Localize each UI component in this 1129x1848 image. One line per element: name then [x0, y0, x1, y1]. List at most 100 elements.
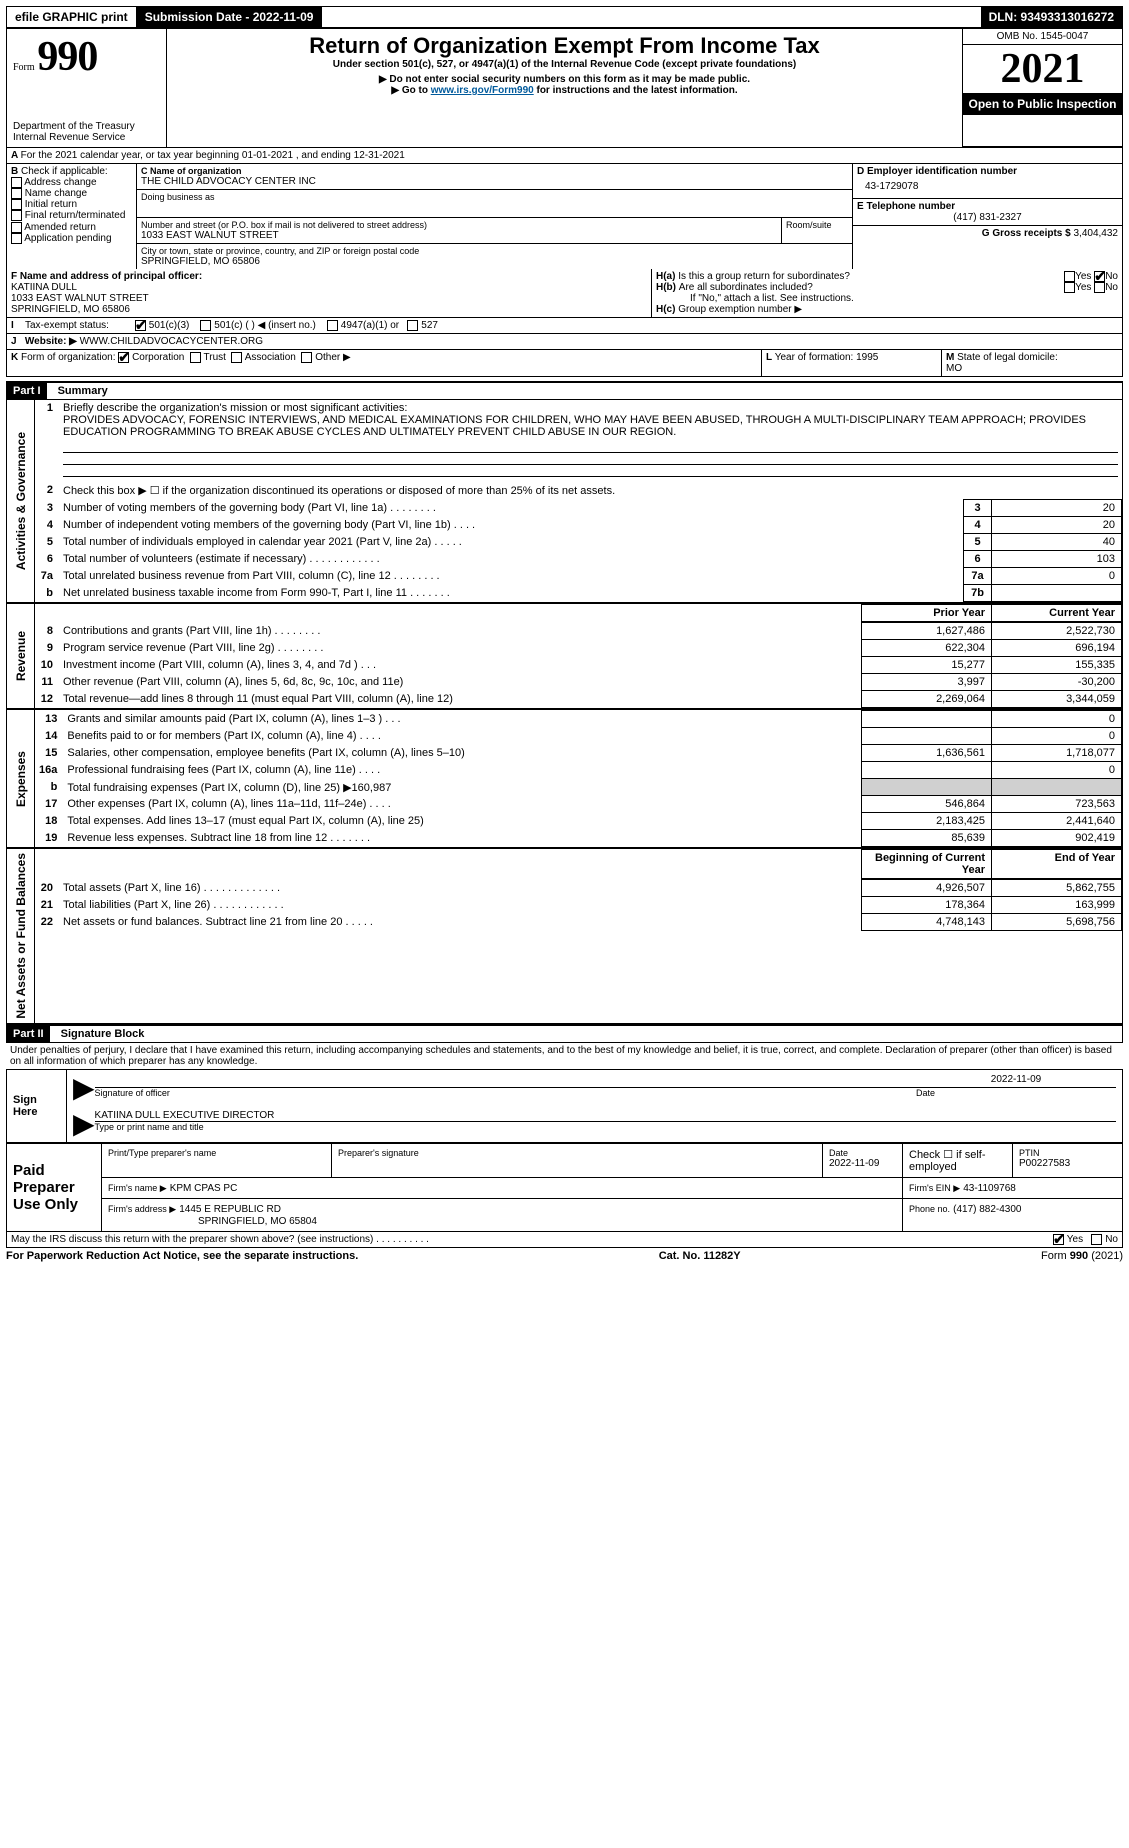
k-opt-2: Association: [245, 353, 296, 364]
mission-text: PROVIDES ADVOCACY, FORENSIC INTERVIEWS, …: [63, 414, 1086, 438]
k-opt-0: Corporation: [132, 353, 184, 364]
chk-discuss-no[interactable]: [1091, 1234, 1102, 1245]
sig-officer-label: Signature of officer: [95, 1088, 916, 1098]
gross-receipts: 3,404,432: [1074, 228, 1119, 239]
net-lines: 20Total assets (Part X, line 16) . . . .…: [35, 879, 1122, 931]
c-name-label: C Name of organization: [141, 166, 848, 176]
section-l: L Year of formation: 1995: [762, 350, 942, 376]
form-title: Return of Organization Exempt From Incom…: [173, 33, 956, 59]
typed-label: Type or print name and title: [95, 1122, 1116, 1132]
e-label: E Telephone number: [857, 201, 1118, 212]
chk-501c[interactable]: [200, 320, 211, 331]
chk-ha-no[interactable]: [1094, 271, 1105, 282]
efile-spacer: [322, 7, 980, 27]
omb-number: OMB No. 1545-0047: [963, 29, 1122, 45]
tax-year-range: For the 2021 calendar year, or tax year …: [21, 150, 405, 161]
tax-year: 2021: [963, 45, 1122, 93]
form-header: Form 990 Department of the Treasury Inte…: [6, 28, 1123, 148]
part2-title: Signature Block: [53, 1028, 145, 1040]
table-row: 3Number of voting members of the governi…: [35, 500, 1122, 517]
table-row: 5Total number of individuals employed in…: [35, 534, 1122, 551]
form-number: 990: [37, 34, 97, 80]
yes-3: Yes: [1067, 1234, 1083, 1245]
sign-here-label: Sign Here: [7, 1070, 67, 1143]
chk-trust[interactable]: [190, 352, 201, 363]
arrow-icon-2: ▶: [73, 1110, 95, 1138]
officer-street: 1033 EAST WALNUT STREET: [11, 293, 149, 304]
chk-amended[interactable]: [11, 222, 22, 233]
section-f: F Name and address of principal officer:…: [7, 269, 652, 317]
section-i: I Tax-exempt status: 501(c)(3) 501(c) ( …: [6, 318, 1123, 334]
netassets-table: Beginning of Current Year End of Year: [35, 849, 1122, 879]
note-ssn: Do not enter social security numbers on …: [389, 74, 750, 85]
chk-initial-return[interactable]: [11, 199, 22, 210]
paid-preparer-label: Paid Preparer Use Only: [7, 1144, 102, 1232]
i-opt-3: 527: [421, 320, 438, 331]
chk-4947[interactable]: [327, 320, 338, 331]
sidebar-governance: Activities & Governance: [12, 428, 30, 574]
table-row: 7aTotal unrelated business revenue from …: [35, 568, 1122, 585]
dept-treasury: Department of the Treasury: [13, 121, 160, 132]
cat-no: Cat. No. 11282Y: [659, 1250, 741, 1262]
chk-assoc[interactable]: [231, 352, 242, 363]
website-value[interactable]: WWW.CHILDADVOCACYCENTER.ORG: [80, 336, 263, 347]
b-opt-4: Amended return: [24, 222, 96, 233]
revenue-table: Prior Year Current Year: [35, 604, 1122, 622]
chk-discuss-yes[interactable]: [1053, 1234, 1064, 1245]
page-footer: For Paperwork Reduction Act Notice, see …: [6, 1248, 1123, 1262]
prep-sig-label: Preparer's signature: [338, 1148, 816, 1158]
submission-date: Submission Date - 2022-11-09: [137, 7, 323, 27]
dba-label: Doing business as: [141, 192, 848, 202]
arrow-icon: ▶: [73, 1074, 95, 1102]
g-label: G Gross receipts $: [982, 228, 1071, 239]
table-row: 21Total liabilities (Part X, line 26) . …: [35, 897, 1122, 914]
gov-lines: 3Number of voting members of the governi…: [35, 499, 1122, 602]
phone-value: (417) 831-2327: [857, 212, 1118, 223]
sig-date: 2022-11-09: [916, 1074, 1116, 1088]
table-row: 12Total revenue—add lines 8 through 11 (…: [35, 691, 1122, 708]
form-prefix: Form: [13, 62, 35, 73]
ein-value: 43-1729078: [857, 177, 1118, 196]
hb-label: Are all subordinates included?: [679, 282, 813, 293]
firm-addr-label: Firm's address ▶: [108, 1204, 176, 1214]
hc-label: Group exemption number ▶: [678, 304, 802, 315]
firm-phone-label: Phone no.: [909, 1204, 950, 1214]
chk-hb-yes[interactable]: [1064, 282, 1075, 293]
part1-badge: Part I: [7, 383, 47, 399]
state-domicile: MO: [946, 363, 962, 374]
self-employed: Check ☐ if self-employed: [903, 1144, 1013, 1178]
chk-ha-yes[interactable]: [1064, 271, 1075, 282]
chk-corp[interactable]: [118, 352, 129, 363]
chk-address-change[interactable]: [11, 177, 22, 188]
chk-501c3[interactable]: [135, 320, 146, 331]
discuss-text: May the IRS discuss this return with the…: [11, 1234, 1053, 1245]
open-to-public: Open to Public Inspection: [963, 93, 1122, 115]
b-opt-1: Name change: [25, 188, 87, 199]
form-990-badge: Form 990: [13, 33, 160, 81]
chk-other[interactable]: [301, 352, 312, 363]
sidebar-expenses: Expenses: [12, 747, 30, 811]
org-name: THE CHILD ADVOCACY CENTER INC: [141, 176, 848, 187]
chk-final-return[interactable]: [11, 210, 22, 221]
chk-527[interactable]: [407, 320, 418, 331]
yes-2: Yes: [1075, 282, 1091, 293]
table-row: bNet unrelated business taxable income f…: [35, 585, 1122, 602]
note-link[interactable]: Go to www.irs.gov/Form990 for instructio…: [402, 85, 738, 96]
chk-hb-no[interactable]: [1094, 282, 1105, 293]
exp-lines: 13Grants and similar amounts paid (Part …: [35, 710, 1122, 847]
chk-name-change[interactable]: [11, 188, 22, 199]
table-row: 16aProfessional fundraising fees (Part I…: [35, 762, 1122, 779]
governance-table: 1 Briefly describe the organization's mi…: [35, 400, 1122, 499]
table-row: 11Other revenue (Part VIII, column (A), …: [35, 674, 1122, 691]
year-formation: 1995: [856, 352, 878, 363]
part2-badge: Part II: [7, 1026, 50, 1042]
no-2: No: [1105, 282, 1118, 293]
col-boy: Beginning of Current Year: [862, 850, 992, 879]
d-label: D Employer identification number: [857, 166, 1118, 177]
officer-name: KATIINA DULL: [11, 282, 77, 293]
section-j: J Website: ▶ WWW.CHILDADVOCACYCENTER.ORG: [6, 334, 1123, 350]
paid-preparer-table: Paid Preparer Use Only Print/Type prepar…: [6, 1143, 1123, 1232]
chk-app-pending[interactable]: [11, 233, 22, 244]
b-opt-5: Application pending: [24, 233, 111, 244]
firm-name-label: Firm's name ▶: [108, 1183, 167, 1193]
